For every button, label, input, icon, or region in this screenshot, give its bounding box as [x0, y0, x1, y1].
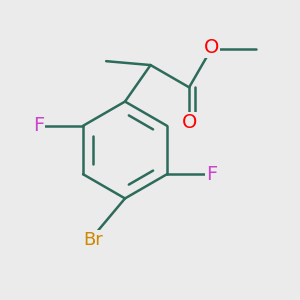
- Text: O: O: [182, 113, 197, 132]
- Text: O: O: [204, 38, 219, 57]
- Text: Br: Br: [83, 231, 103, 249]
- Text: F: F: [206, 165, 217, 184]
- Text: F: F: [33, 116, 44, 135]
